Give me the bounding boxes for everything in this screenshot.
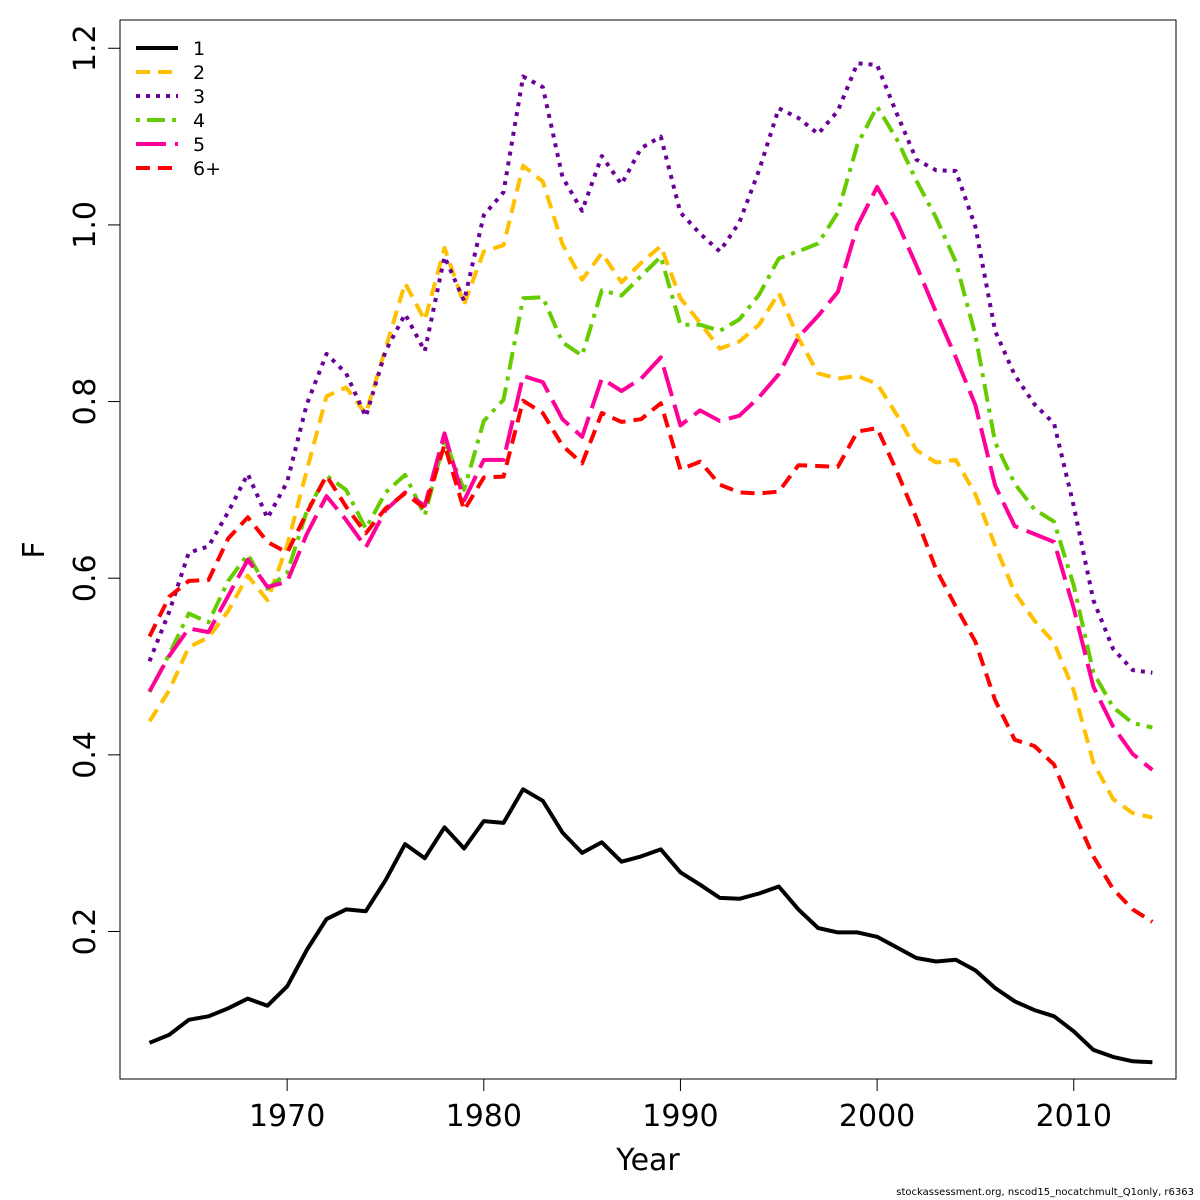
x-tick-label: 1970 [249,1099,325,1134]
series-line-5 [147,184,1154,772]
y-tick-label: 0.6 [68,554,103,602]
series-line-2 [147,163,1153,820]
x-tick-label: 1980 [446,1099,522,1134]
x-tick-label: 2000 [839,1099,915,1134]
legend-label-6: 6+ [193,158,221,180]
legend-label-5: 5 [193,134,205,156]
y-tick-label: 0.2 [68,908,103,956]
legend-label-1: 1 [193,38,205,60]
x-tick-label: 1990 [642,1099,718,1134]
series-line-1 [148,787,1153,1065]
y-tick-label: 1.0 [68,201,103,249]
series-line-4 [147,104,1153,730]
x-axis: 1970 1980 1990 2000 2010 [249,1078,1112,1134]
footer-credit: stockassessment.org, nscod15_nocatchmult… [896,1187,1194,1198]
legend-label-2: 2 [193,62,205,84]
x-tick-label: 2010 [1036,1099,1112,1134]
legend-label-3: 3 [193,86,205,108]
y-tick-label: 1.2 [68,24,103,72]
series-layer [147,61,1154,1065]
y-axis-title: F [17,541,52,558]
legend-label-4: 4 [193,110,205,132]
y-tick-label: 0.4 [68,731,103,779]
x-axis-title: Year [615,1143,680,1178]
y-axis: 0.2 0.4 0.6 0.8 1.0 1.2 [68,24,121,956]
series-line-6 [147,398,1154,924]
y-tick-label: 0.8 [68,378,103,426]
